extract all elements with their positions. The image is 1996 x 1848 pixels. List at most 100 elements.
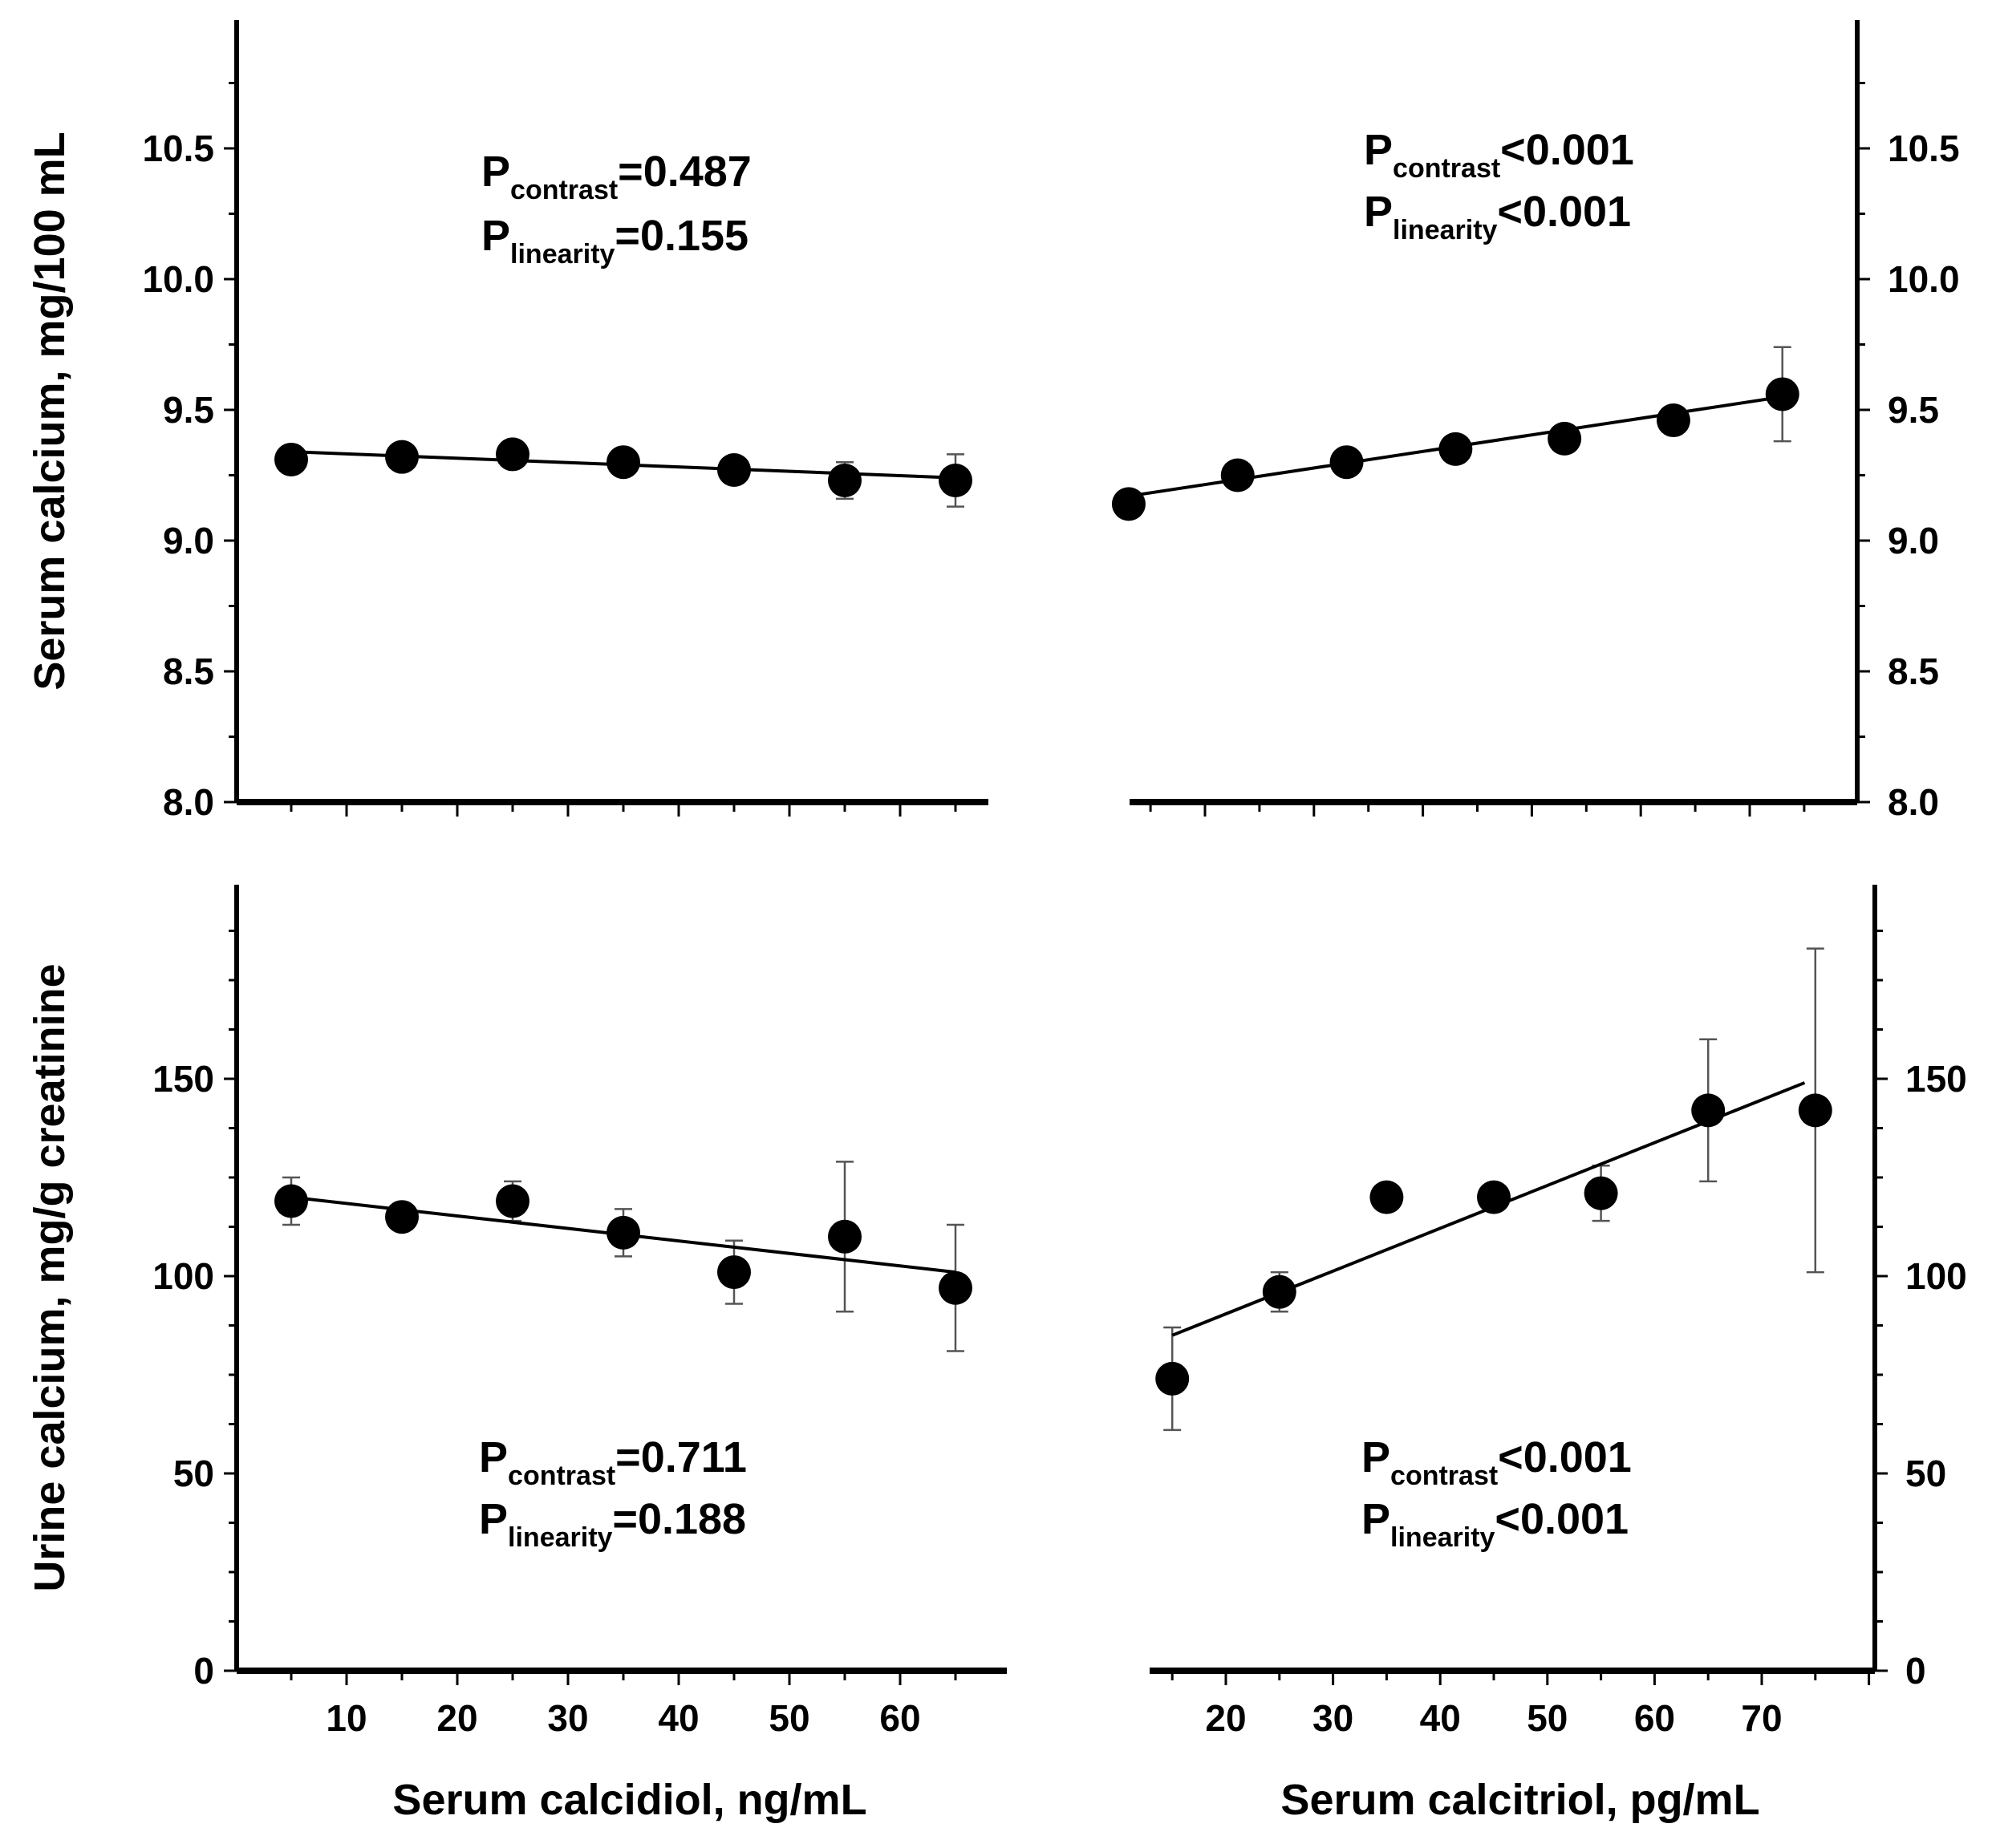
y-tick-label: 100 [1905, 1255, 1967, 1297]
data-point [1584, 1176, 1618, 1210]
p-symbol: P [1364, 188, 1393, 236]
data-point [496, 437, 529, 472]
data-point [1220, 458, 1255, 492]
p-subscript: linearity [1393, 215, 1497, 245]
y-tick-label: 8.5 [163, 650, 214, 692]
data-point [828, 464, 862, 498]
data-point [1438, 432, 1473, 466]
p-subscript: contrast [1390, 1461, 1498, 1491]
data-point [1765, 377, 1799, 411]
panel-top-left: 8.08.59.09.510.010.5 Pcontrast=0.487Pline… [26, 20, 988, 823]
p-symbol: P [1361, 1433, 1390, 1481]
p-subscript: linearity [510, 239, 615, 270]
x-tick-label: 20 [436, 1697, 477, 1739]
x-tick-label: 30 [1312, 1697, 1353, 1739]
p-subscript: linearity [1390, 1522, 1495, 1553]
p-value: <0.001 [1500, 126, 1634, 174]
x-tick-label: 50 [769, 1697, 809, 1739]
y-tick-label: 8.5 [1888, 650, 1939, 692]
y-tick-label: 10.5 [142, 128, 214, 169]
data-point [1798, 1093, 1832, 1128]
y-tick-label: 9.0 [1888, 520, 1939, 561]
p-value: =0.155 [615, 212, 748, 260]
data-point [496, 1184, 529, 1218]
data-point [939, 1270, 972, 1305]
p-value-annotation: Pcontrast=0.711 [479, 1433, 747, 1491]
data-point [1691, 1093, 1726, 1128]
p-subscript: contrast [508, 1461, 615, 1491]
y-axis-title: Urine calcium, mg/g creatinine [26, 963, 74, 1591]
p-value: =0.188 [612, 1495, 746, 1543]
data-point [385, 1200, 419, 1234]
p-value: =0.487 [618, 148, 752, 196]
y-tick-label: 150 [152, 1058, 214, 1100]
p-value-annotation: Plinearity=0.188 [479, 1495, 746, 1553]
p-value-annotation: Plinearity<0.001 [1364, 188, 1631, 245]
x-axis-title: Serum calcitriol, pg/mL [1280, 1776, 1759, 1824]
p-symbol: P [1364, 126, 1393, 174]
y-axis-title: Serum calcium, mg/100 mL [26, 132, 74, 690]
p-symbol: P [479, 1495, 508, 1543]
y-tick-label: 8.0 [163, 781, 214, 823]
data-point [1155, 1361, 1190, 1396]
p-symbol: P [479, 1433, 508, 1481]
data-point [607, 1215, 640, 1250]
p-symbol: P [481, 148, 510, 196]
y-tick-label: 0 [193, 1650, 214, 1692]
y-tick-label: 150 [1905, 1058, 1967, 1100]
x-tick-label: 50 [1527, 1697, 1568, 1739]
p-subscript: linearity [508, 1522, 612, 1553]
p-value-annotation: Plinearity=0.155 [481, 212, 748, 270]
x-tick-label: 70 [1741, 1697, 1782, 1739]
data-point [1548, 421, 1582, 456]
y-tick-label: 10.0 [142, 258, 214, 300]
y-tick-label: 50 [1905, 1453, 1946, 1494]
y-tick-label: 9.0 [163, 520, 214, 561]
y-tick-label: 0 [1905, 1650, 1926, 1692]
data-point [1262, 1275, 1296, 1309]
x-axis-title: Serum calcidiol, ng/mL [392, 1776, 866, 1824]
data-point [1111, 487, 1146, 521]
x-tick-label: 40 [658, 1697, 699, 1739]
p-value: <0.001 [1497, 188, 1631, 236]
data-point [828, 1219, 862, 1254]
p-subscript: contrast [510, 175, 618, 205]
x-tick-label: 20 [1205, 1697, 1246, 1739]
y-tick-label: 50 [173, 1453, 214, 1494]
x-tick-label: 60 [879, 1697, 920, 1739]
data-point [1656, 403, 1690, 438]
x-tick-label: 30 [547, 1697, 588, 1739]
data-point [1369, 1180, 1404, 1214]
data-point [385, 440, 419, 474]
y-tick-label: 10.0 [1888, 258, 1960, 300]
y-tick-label: 10.5 [1888, 128, 1960, 169]
y-tick-label: 9.5 [163, 389, 214, 431]
data-point [717, 1255, 751, 1290]
p-value-annotation: Pcontrast=0.487 [481, 148, 752, 205]
data-point [1477, 1180, 1511, 1214]
data-point [607, 445, 640, 480]
p-value-annotation: Pcontrast<0.001 [1361, 1433, 1632, 1491]
p-symbol: P [1361, 1495, 1390, 1543]
y-tick-label: 9.5 [1888, 389, 1939, 431]
p-value: <0.001 [1495, 1495, 1629, 1543]
p-value-annotation: Plinearity<0.001 [1361, 1495, 1629, 1553]
x-tick-label: 10 [326, 1697, 367, 1739]
data-point [274, 1184, 308, 1218]
panel-top-right: 8.08.59.09.510.010.5Pcontrast<0.001Pline… [1111, 20, 1960, 823]
y-tick-label: 100 [152, 1255, 214, 1297]
p-value-annotation: Pcontrast<0.001 [1364, 126, 1634, 184]
p-symbol: P [481, 212, 510, 260]
data-point [1329, 445, 1364, 480]
p-value: =0.711 [615, 1433, 747, 1481]
p-subscript: contrast [1393, 153, 1500, 184]
y-tick-label: 8.0 [1888, 781, 1939, 823]
p-value: <0.001 [1498, 1433, 1632, 1481]
data-point [939, 464, 972, 498]
x-tick-label: 60 [1634, 1697, 1675, 1739]
data-point [717, 452, 751, 487]
x-tick-label: 40 [1420, 1697, 1461, 1739]
